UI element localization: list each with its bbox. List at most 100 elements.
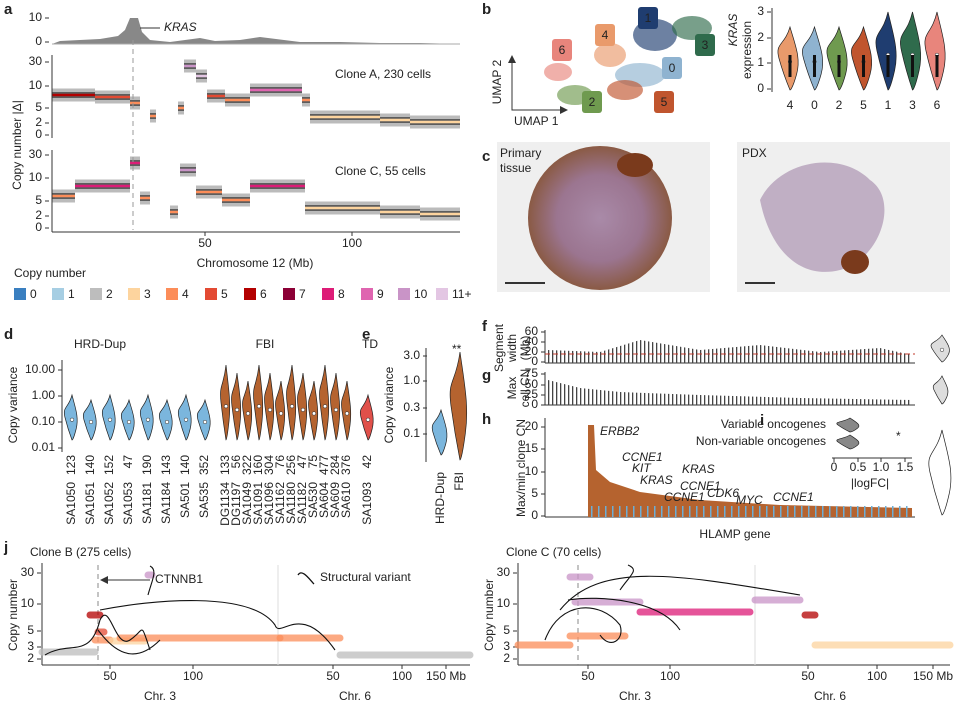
violin — [197, 398, 211, 441]
panel-label: d — [4, 326, 13, 343]
structural-variant — [619, 564, 634, 591]
tick-label: 5 — [35, 100, 42, 114]
tick-label: 30 — [29, 54, 43, 68]
panel-label: g — [482, 367, 491, 384]
violin — [264, 372, 275, 441]
tick-label: 10 — [525, 464, 539, 478]
tick-label: 1.0 — [403, 373, 420, 387]
violin — [836, 417, 860, 433]
sample-n: 477 — [317, 455, 331, 475]
cluster-box — [695, 34, 715, 56]
tick-label: 10 — [497, 596, 511, 610]
bars — [548, 340, 912, 363]
tick-label: 5 — [860, 98, 867, 112]
chr-label: Chr. 6 — [339, 689, 371, 703]
violin — [308, 380, 319, 441]
sample-id: SA530 — [306, 482, 320, 518]
tick-label: 0 — [831, 460, 838, 474]
legend-label: 2 — [106, 287, 113, 301]
gene-label: CDK6 — [707, 486, 739, 500]
tick-label: 2 — [757, 30, 764, 44]
legend-label: 11+ — [452, 287, 471, 301]
tick-label: 20 — [525, 419, 539, 433]
tick-label: 1.0 — [873, 460, 890, 474]
axis-label: Segment — [492, 323, 506, 372]
median — [278, 411, 284, 416]
legend-label: Structural variant — [320, 570, 411, 584]
axis-label: cell CN — [518, 369, 532, 408]
median — [107, 417, 113, 422]
median — [245, 411, 251, 416]
violin — [330, 372, 341, 441]
tick-label: 1.5 — [897, 460, 914, 474]
panel-title: Clone C (70 cells) — [506, 545, 601, 559]
gene-label: KRAS — [164, 20, 197, 34]
violin — [341, 380, 352, 441]
sample-n: 47 — [121, 455, 135, 469]
cluster-box — [654, 91, 674, 113]
box — [813, 55, 816, 77]
bars — [548, 380, 912, 405]
tick-label: 1.00 — [32, 388, 56, 402]
axis-label: UMAP 1 — [514, 114, 559, 128]
median — [145, 417, 151, 422]
gene-label: CCNE1 — [773, 490, 814, 504]
sample-id: SA1182 — [295, 482, 309, 524]
image-label: Primary — [500, 146, 541, 160]
legend-swatch — [322, 288, 334, 300]
legend-swatch — [205, 288, 217, 300]
group-title: HRD-Dup — [74, 337, 126, 351]
panel-label: b — [482, 1, 491, 18]
tick-label: 100 — [183, 669, 203, 683]
gene-label: CTNNB1 — [155, 572, 203, 586]
cluster-label: 4 — [602, 28, 609, 42]
sample-n: 284 — [328, 455, 342, 475]
violin — [777, 25, 799, 91]
legend-label: 4 — [182, 287, 189, 301]
sample-n: 140 — [83, 455, 97, 475]
tick-label: 2 — [836, 98, 843, 112]
tick-label: 0 — [811, 98, 818, 112]
violin — [159, 398, 173, 441]
sample-n: 256 — [284, 455, 298, 475]
legend-swatch — [52, 288, 64, 300]
sample-id: SA1096 — [262, 482, 276, 525]
tick-label: 5 — [503, 623, 510, 637]
tick-label: 10 — [29, 10, 43, 24]
sample-id: SA535 — [197, 482, 211, 518]
tick-label: 25 — [525, 387, 539, 401]
axis-label: KRAS — [726, 14, 740, 47]
tick-label: 100 — [342, 236, 362, 250]
panel-label: c — [482, 148, 490, 165]
violin — [83, 398, 97, 441]
tissue — [528, 146, 672, 290]
row-label: Variable oncogenes — [721, 417, 826, 431]
sample-n: 42 — [360, 455, 374, 469]
row-label: Non-variable oncogenes — [696, 434, 826, 448]
violin — [286, 364, 297, 441]
violin — [319, 364, 330, 441]
chr-label: Chr. 6 — [814, 689, 846, 703]
cluster-box — [582, 91, 602, 113]
tick-label: 5 — [35, 193, 42, 207]
axis-label: width — [505, 334, 519, 363]
axis-label: Copy number — [482, 579, 496, 651]
panel-label: e — [362, 326, 370, 343]
violin — [253, 364, 264, 441]
tick-label: 2 — [503, 651, 510, 665]
tick-label: 150 Mb — [913, 669, 953, 683]
tick-label: 50 — [103, 669, 117, 683]
legend-swatch — [398, 288, 410, 300]
cluster-box — [638, 7, 658, 29]
sample-id: SA1162 — [273, 482, 287, 524]
sample-id: SA1051 — [83, 482, 97, 525]
median — [164, 419, 170, 425]
tick-label: 75 — [525, 366, 539, 380]
tick-label: 10 — [21, 596, 35, 610]
axis-label: expression — [740, 21, 754, 79]
cluster-label: 6 — [559, 43, 566, 57]
median — [256, 404, 262, 409]
tick-label: 0 — [35, 220, 42, 234]
box — [862, 55, 865, 77]
legend-swatch — [361, 288, 373, 300]
